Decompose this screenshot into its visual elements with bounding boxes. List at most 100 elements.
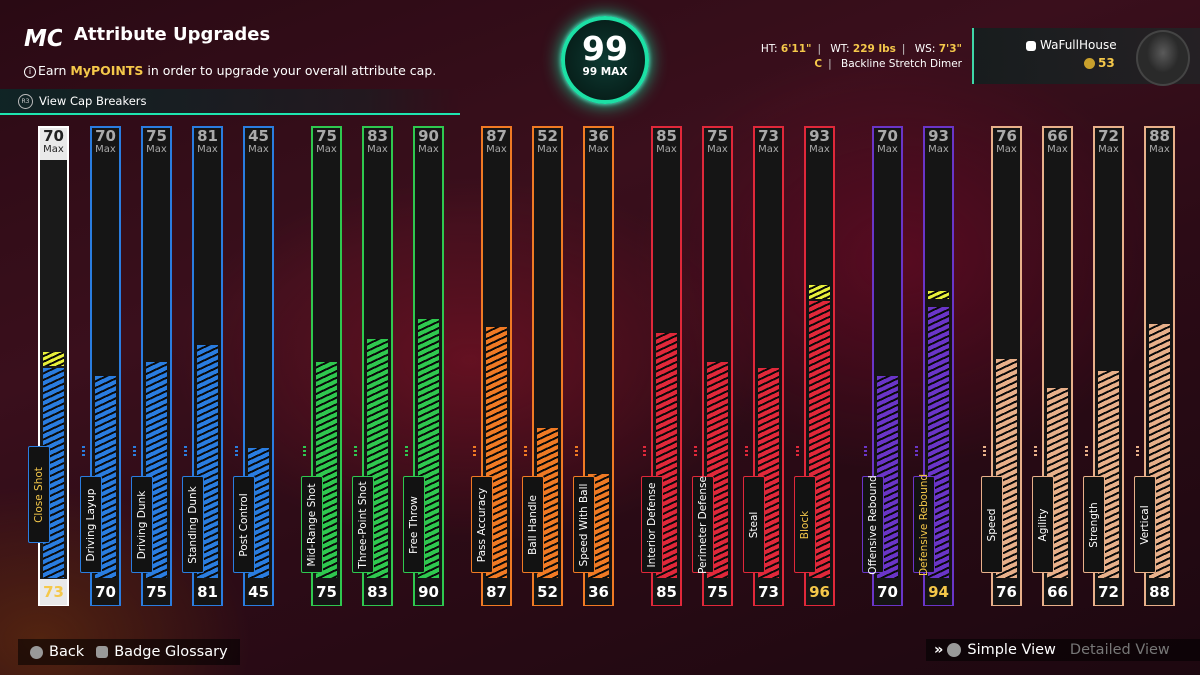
- attribute-bar[interactable]: 72 Max Strength 72: [1083, 126, 1124, 607]
- max-label: Max: [588, 144, 609, 155]
- max-value: 88: [1149, 127, 1170, 145]
- attribute-bar[interactable]: 88 Max Vertical 88: [1134, 126, 1175, 607]
- attribute-bar[interactable]: 76 Max Speed 76: [981, 126, 1022, 607]
- dots-icon: [915, 446, 918, 456]
- cap-breaker-indicator: [43, 352, 64, 366]
- current-value: 96: [806, 579, 833, 605]
- circle-button-icon: [30, 645, 43, 659]
- max-label: Max: [95, 144, 116, 155]
- max-value: 45: [248, 127, 269, 145]
- wingspan-value: 7'3": [938, 43, 962, 55]
- attribute-bar[interactable]: 75 Max Perimeter Defense 75: [692, 126, 733, 607]
- max-box: 66 Max: [1044, 128, 1071, 160]
- current-value: 73: [755, 579, 782, 605]
- attribute-bar[interactable]: 93 Max Defensive Rebound 94: [913, 126, 954, 607]
- dots-icon: [184, 446, 187, 456]
- archetype-value: Backline Stretch Dimer: [841, 58, 962, 70]
- attribute-label: Driving Dunk: [131, 476, 153, 573]
- attribute-label: Pass Accuracy: [471, 476, 493, 573]
- dots-icon: [643, 446, 646, 456]
- max-value: 75: [316, 127, 337, 145]
- attribute-bar[interactable]: 85 Max Interior Defense 85: [641, 126, 682, 607]
- dots-icon: [745, 446, 748, 456]
- max-value: 70: [43, 127, 64, 145]
- attribute-bar[interactable]: 87 Max Pass Accuracy 87: [471, 126, 512, 607]
- dots-icon: [473, 446, 476, 456]
- attribute-bar[interactable]: 36 Max Speed With Ball 36: [573, 126, 614, 607]
- max-value: 73: [758, 127, 779, 145]
- vc-coin-icon: [1084, 58, 1095, 69]
- max-value: 90: [418, 127, 439, 145]
- max-value: 93: [928, 127, 949, 145]
- max-box: 52 Max: [534, 128, 561, 160]
- attribute-label: Interior Defense: [641, 476, 663, 573]
- max-box: 75 Max: [143, 128, 170, 160]
- attribute-label: Steal: [743, 476, 765, 573]
- double-chevron-icon: »: [934, 642, 944, 658]
- max-box: 93 Max: [925, 128, 952, 160]
- view-toggle: » Simple View Detailed View: [926, 639, 1200, 661]
- attribute-bar[interactable]: 70 Max Driving Layup 70: [80, 126, 121, 607]
- view-cap-breakers-button[interactable]: R3 View Cap Breakers: [0, 89, 460, 115]
- current-value: 83: [364, 579, 391, 605]
- detailed-view-button[interactable]: Detailed View: [1069, 642, 1170, 658]
- attribute-label: Strength: [1083, 476, 1105, 573]
- mycareer-logo: MC: [24, 26, 62, 50]
- gamertag: WaFullHouse: [1040, 38, 1117, 52]
- attribute-bar[interactable]: 83 Max Three-Point Shot 83: [352, 126, 393, 607]
- max-label: Max: [877, 144, 898, 155]
- attribute-bar[interactable]: 70 Max Offensive Rebound 70: [862, 126, 903, 607]
- attribute-bar[interactable]: 81 Max Standing Dunk 81: [182, 126, 223, 607]
- attribute-bar[interactable]: 75 Max Mid-Range Shot 75: [301, 126, 342, 607]
- current-value: 72: [1095, 579, 1122, 605]
- max-label: Max: [1149, 144, 1170, 155]
- attribute-label: Defensive Rebound: [913, 473, 935, 576]
- attribute-bar[interactable]: 75 Max Driving Dunk 75: [131, 126, 172, 607]
- attribute-label: Ball Handle: [522, 476, 544, 573]
- position-value: C: [814, 58, 823, 70]
- playstation-icon: [1026, 40, 1036, 51]
- dots-icon: [1136, 446, 1139, 456]
- max-box: 36 Max: [585, 128, 612, 160]
- max-value: 52: [537, 127, 558, 145]
- attribute-bar[interactable]: 45 Max Post Control 45: [233, 126, 274, 607]
- overall-rating-badge: 99 99 MAX: [561, 16, 649, 104]
- attribute-bar[interactable]: 93 Max Block 96: [794, 126, 835, 607]
- attribute-label: Mid-Range Shot: [301, 476, 323, 573]
- attribute-bar[interactable]: 90 Max Free Throw 90: [403, 126, 444, 607]
- attribute-bar[interactable]: 73 Max Steal 73: [743, 126, 784, 607]
- max-label: Max: [197, 144, 218, 155]
- dots-icon: [1034, 446, 1037, 456]
- attribute-label: Three-Point Shot: [352, 476, 374, 573]
- max-value: 85: [656, 127, 677, 145]
- current-value: 75: [313, 579, 340, 605]
- overall-value: 99: [582, 29, 628, 68]
- attribute-label: Block: [794, 476, 816, 573]
- subtitle: i Earn MyPOINTS in order to upgrade your …: [24, 63, 436, 78]
- back-button[interactable]: Back: [49, 644, 85, 660]
- max-value: 76: [996, 127, 1017, 145]
- max-value: 87: [486, 127, 507, 145]
- attribute-bar[interactable]: 52 Max Ball Handle 52: [522, 126, 563, 607]
- attribute-bar[interactable]: 70 Max Close Shot 73: [28, 126, 69, 607]
- dots-icon: [235, 446, 238, 456]
- attribute-label: Vertical: [1134, 476, 1156, 573]
- dots-icon: [82, 446, 85, 456]
- current-value: 94: [925, 579, 952, 605]
- current-value: 81: [194, 579, 221, 605]
- max-value: 75: [146, 127, 167, 145]
- max-value: 72: [1098, 127, 1119, 145]
- simple-view-button[interactable]: Simple View: [967, 642, 1056, 658]
- badge-glossary-button[interactable]: Badge Glossary: [114, 644, 228, 660]
- r3-button-icon: R3: [18, 93, 33, 109]
- max-value: 70: [95, 127, 116, 145]
- attribute-label: Free Throw: [403, 476, 425, 573]
- dots-icon: [575, 446, 578, 456]
- dots-icon: [694, 446, 697, 456]
- max-label: Max: [707, 144, 728, 155]
- attribute-bar[interactable]: 66 Max Agility 66: [1032, 126, 1073, 607]
- attribute-label: Speed With Ball: [573, 476, 595, 573]
- page-title: Attribute Upgrades: [74, 24, 271, 45]
- max-label: Max: [996, 144, 1017, 155]
- attribute-label: Offensive Rebound: [862, 475, 884, 574]
